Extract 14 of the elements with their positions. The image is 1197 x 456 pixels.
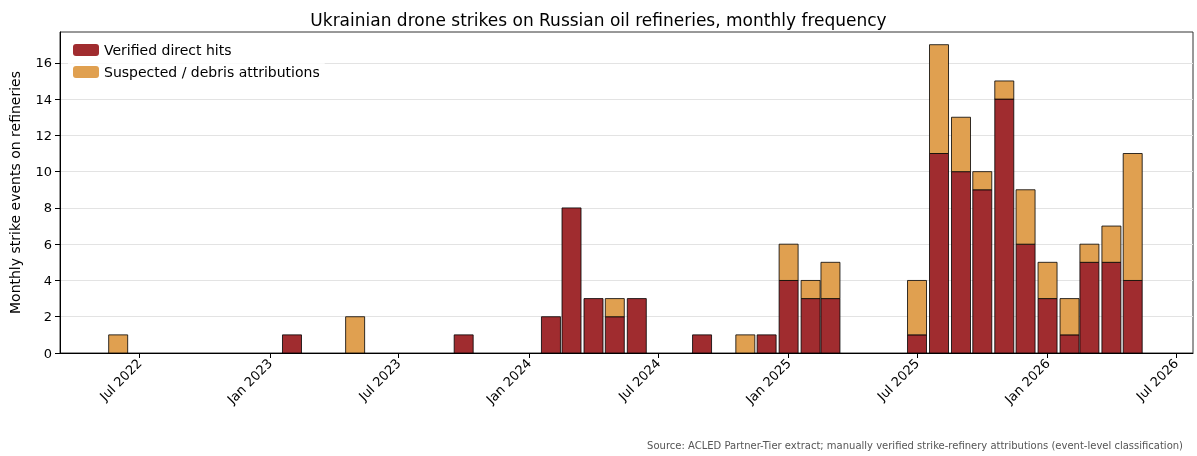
- y-tick-label: 2: [43, 309, 52, 325]
- y-tick-label: 10: [35, 164, 52, 180]
- y-tick-label: 0: [43, 345, 52, 361]
- y-tick-label: 12: [35, 127, 52, 143]
- y-tick-label: 14: [35, 91, 52, 107]
- y-axis-title: Monthly strike events on refineries: [7, 70, 23, 315]
- legend-label: Suspected / debris attributions: [104, 64, 320, 80]
- y-tick-label: 4: [43, 272, 52, 288]
- y-tick-label: 6: [43, 236, 52, 252]
- y-tick-label: 8: [43, 200, 52, 216]
- source-note: Source: ACLED Partner-Tier extract; manually verified strike-refinery attributions (event-level classification): [647, 439, 1184, 451]
- y-tick-label: 16: [35, 55, 52, 71]
- chart-title: Ukrainian drone strikes on Russian oil refineries, monthly frequency: [310, 9, 887, 30]
- legend-label: Verified direct hits: [104, 42, 232, 58]
